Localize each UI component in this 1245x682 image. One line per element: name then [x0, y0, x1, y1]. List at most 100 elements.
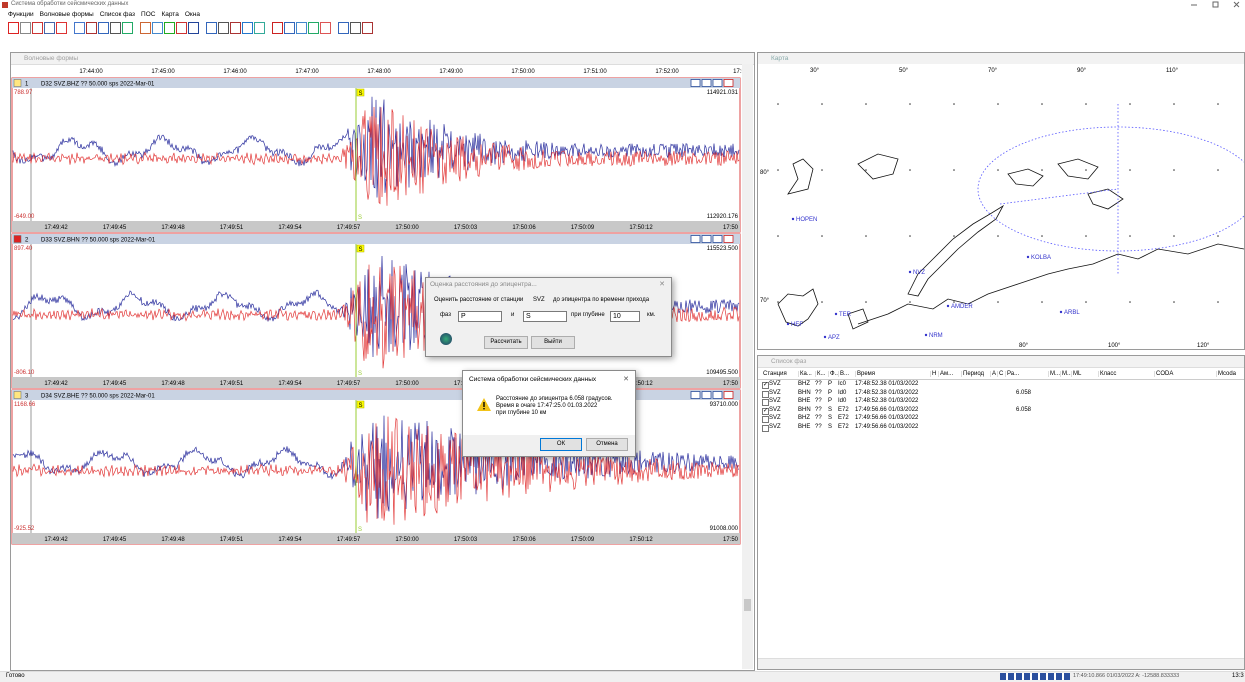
scrollbar[interactable]	[742, 64, 753, 669]
calc-button[interactable]: Рассчитать	[484, 336, 528, 349]
toolbar-button[interactable]	[338, 22, 349, 34]
row-checkbox[interactable]: ✓	[762, 382, 769, 389]
cell-station: SVZ	[769, 424, 781, 430]
toolbar-button[interactable]	[98, 22, 109, 34]
toolbar-button[interactable]	[86, 22, 97, 34]
row-checkbox[interactable]	[762, 391, 769, 398]
column-header[interactable]: Ра...	[1005, 371, 1019, 377]
cell-k: ??	[815, 407, 822, 413]
depth-label: при глубине	[571, 312, 605, 318]
column-header[interactable]: Mcoda	[1216, 371, 1236, 377]
cell-onset: Ic0	[838, 381, 846, 387]
toolbar-button[interactable]	[122, 22, 133, 34]
grid-dot	[1173, 301, 1175, 303]
cell-k: ??	[815, 381, 822, 387]
warning-icon	[477, 398, 491, 411]
and: и	[511, 312, 514, 318]
toolbar-button[interactable]	[188, 22, 199, 34]
toolbar-button[interactable]	[218, 22, 229, 34]
column-header[interactable]: А	[990, 371, 996, 377]
cancel-button[interactable]: Отмена	[586, 438, 628, 451]
row-checkbox[interactable]	[762, 399, 769, 406]
column-header[interactable]: К...	[815, 371, 826, 377]
column-header[interactable]: Ка...	[798, 371, 812, 377]
menu-item[interactable]: Волновые формы	[40, 11, 94, 20]
toolbar-button[interactable]	[20, 22, 31, 34]
toolbar-button[interactable]	[272, 22, 283, 34]
phase1-select[interactable]: P	[458, 311, 502, 322]
close[interactable]: ✕	[659, 280, 665, 288]
toolbar-button[interactable]	[296, 22, 307, 34]
max-label: 788.97	[14, 90, 33, 96]
ok-button[interactable]: ОК	[540, 438, 582, 451]
menu-item[interactable]: Карта	[161, 11, 178, 20]
toolbar-button[interactable]	[110, 22, 121, 34]
toolbar-button[interactable]	[164, 22, 175, 34]
toolbar-button[interactable]	[254, 22, 265, 34]
toolbar-button[interactable]	[242, 22, 253, 34]
toolbar-button[interactable]	[284, 22, 295, 34]
station: SVZ	[533, 297, 545, 303]
scroll-thumb[interactable]	[744, 599, 751, 611]
time-label: 17:45:00	[151, 69, 175, 75]
trace-tool	[702, 236, 711, 243]
column-header[interactable]: Ам...	[938, 371, 953, 377]
column-header[interactable]: В...	[838, 371, 849, 377]
grid-dot	[1173, 103, 1175, 105]
toolbar-button[interactable]	[308, 22, 319, 34]
toolbar-button[interactable]	[350, 22, 361, 34]
exit-button[interactable]: Выйти	[531, 336, 575, 349]
station-marker	[835, 313, 837, 315]
row-checkbox[interactable]: ✓	[762, 408, 769, 415]
cell-channel: BHN	[798, 390, 811, 396]
column-header[interactable]: С	[997, 371, 1003, 377]
column-header[interactable]: М...	[1048, 371, 1060, 377]
window-controls[interactable]	[1185, 0, 1245, 10]
trace-header-text: D33 SVZ.BHN ?? 50.000 sps 2022-Mar-01	[41, 238, 156, 244]
column-header[interactable]: Класс	[1098, 371, 1116, 377]
toolbar-button[interactable]	[320, 22, 331, 34]
time-label: 17:49:48	[161, 225, 185, 231]
toolbar-button[interactable]	[176, 22, 187, 34]
menu-item[interactable]: ПОС	[141, 11, 155, 20]
column-header[interactable]: ML	[1071, 371, 1081, 377]
cell-channel: BHZ	[798, 381, 810, 387]
phase2-select[interactable]: S	[523, 311, 567, 322]
toolbar-button[interactable]	[140, 22, 151, 34]
h-scrollbar[interactable]	[758, 658, 1244, 669]
toolbar-button[interactable]	[152, 22, 163, 34]
row-checkbox[interactable]	[762, 416, 769, 423]
toolbar-button[interactable]	[32, 22, 43, 34]
time-label: 17:50:06	[512, 225, 536, 231]
toolbar-button[interactable]	[44, 22, 55, 34]
station-marker	[1027, 256, 1029, 258]
map-view[interactable]: 30°50°70°90°110°80°70°80°100°120°HOPENKO…	[758, 64, 1244, 349]
toolbar-button[interactable]	[362, 22, 373, 34]
menu-item[interactable]: Список фаз	[100, 11, 135, 20]
toolbar-button[interactable]	[230, 22, 241, 34]
close[interactable]: ✕	[623, 375, 629, 383]
toolbar-button[interactable]	[206, 22, 217, 34]
column-header[interactable]: CODA	[1154, 371, 1173, 377]
time-label: 17:49:54	[278, 537, 302, 543]
station-marker	[947, 305, 949, 307]
cell-time: 17:49:56.66 01/03/2022	[855, 415, 918, 421]
column-header[interactable]: Время	[855, 371, 875, 377]
grid-dot	[997, 235, 999, 237]
toolbar-button[interactable]	[8, 22, 19, 34]
menu-item[interactable]: Окна	[185, 11, 200, 20]
row-checkbox[interactable]	[762, 425, 769, 432]
cell-onset: Id0	[838, 390, 846, 396]
time-label: 17:49:45	[103, 537, 127, 543]
prompt: Оценить расстояние от станции	[434, 297, 523, 303]
depth-input[interactable]: 10	[610, 311, 640, 322]
grid-dot	[1217, 235, 1219, 237]
column-header[interactable]: Станция	[762, 371, 787, 377]
toolbar-button[interactable]	[56, 22, 67, 34]
column-header[interactable]: Н	[930, 371, 936, 377]
time-label: 17:49:45	[103, 381, 127, 387]
column-header[interactable]: Период	[961, 371, 984, 377]
toolbar-button[interactable]	[74, 22, 85, 34]
menu-item[interactable]: Функции	[8, 11, 34, 20]
